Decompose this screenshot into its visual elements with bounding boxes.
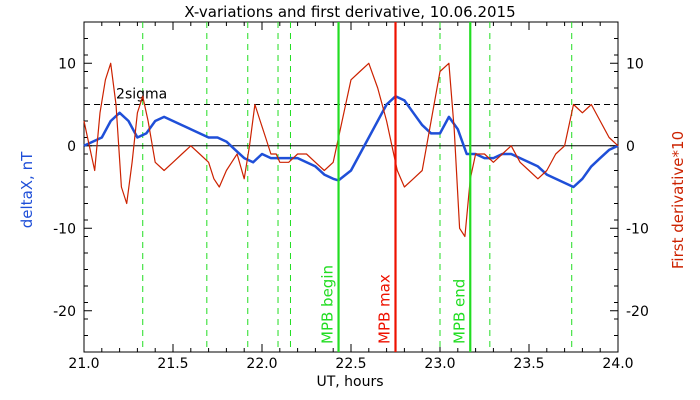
y-tick-label-right-1: 0 — [626, 139, 635, 155]
plot-area: 21.0 21.5 22.0 22.5 23.0 23.5 24.0 10 10 0 0 -10 -10… — [53, 21, 649, 372]
y-tick-label-right-2: -10 — [626, 221, 649, 237]
y-tick-label-right-3: -20 — [626, 304, 649, 320]
y-tick-label-left-2: -10 — [53, 221, 76, 237]
mpb-label-2: MPB end — [450, 279, 468, 344]
x-tick-label-3: 22.5 — [335, 356, 366, 372]
chart-title: X-variations and first derivative, 10.06… — [184, 3, 515, 21]
series-line-deltaX — [83, 95, 619, 189]
x-tick-label-5: 23.5 — [513, 356, 544, 372]
y-axis-label-left: deltaX, nT — [18, 151, 36, 228]
y-tick-label-right-0: 10 — [626, 56, 644, 72]
reference-label-0: 2sigma — [116, 87, 167, 103]
mpb-label-1: MPB max — [376, 274, 394, 344]
y-tick-label-left-3: -20 — [53, 304, 76, 320]
plot-frame — [83, 21, 619, 353]
y-tick-label-left-0: 10 — [58, 56, 76, 72]
x-tick-label-6: 24.0 — [602, 356, 633, 372]
y-tick-label-left-1: 0 — [67, 139, 76, 155]
x-tick-label-1: 21.5 — [157, 356, 188, 372]
series-line-derivative — [83, 62, 619, 238]
x-tick-label-4: 23.0 — [424, 356, 455, 372]
y-axis-label-right: First derivative*10 — [669, 131, 687, 269]
x-tick-label-0: 21.0 — [68, 356, 99, 372]
x-tick-label-2: 22.0 — [246, 356, 277, 372]
mpb-label-0: MPB begin — [319, 265, 337, 344]
x-axis-label: UT, hours — [316, 374, 383, 390]
